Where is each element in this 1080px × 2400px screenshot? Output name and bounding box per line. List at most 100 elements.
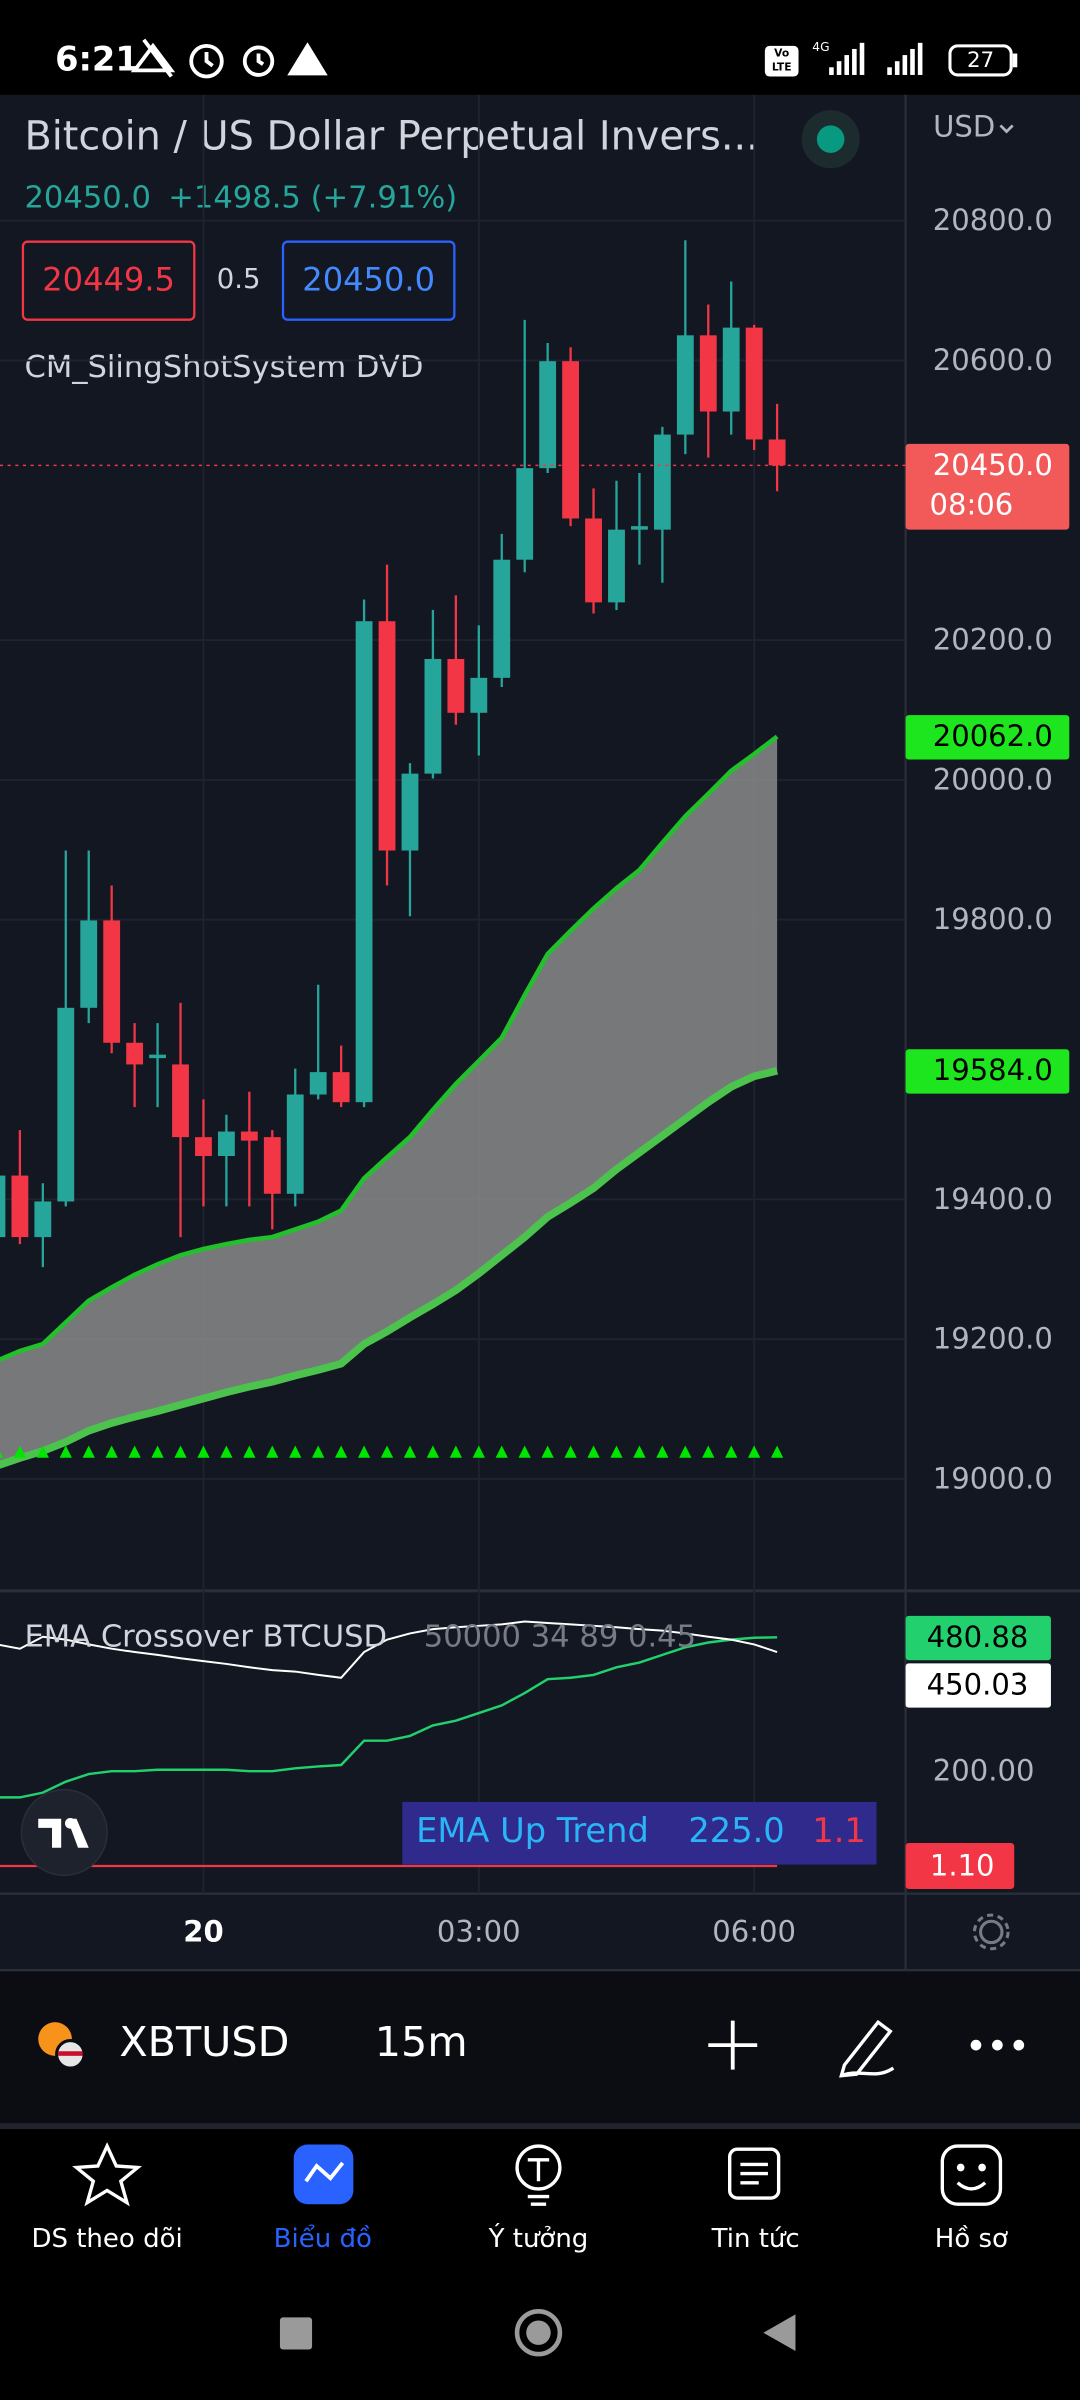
profile-eyes bbox=[956, 2163, 986, 2172]
settings-icon[interactable] bbox=[972, 1913, 1010, 1951]
toolbar-divider bbox=[0, 2123, 1080, 2130]
candle-body bbox=[11, 1175, 29, 1238]
indicator-line bbox=[0, 1620, 778, 1679]
y-tick-label: 20200.0 bbox=[933, 623, 1053, 657]
signal-arrow bbox=[564, 1445, 577, 1458]
pane-title: EMA Crossover BTCUSD bbox=[24, 1620, 387, 1655]
nav-label[interactable]: Hồ sơ bbox=[935, 2224, 1008, 2254]
bid-button[interactable] bbox=[21, 240, 196, 321]
logo-badge[interactable] bbox=[20, 1788, 108, 1877]
candle-body bbox=[126, 1042, 144, 1065]
candle-body bbox=[539, 361, 557, 469]
spread: 0.5 bbox=[217, 263, 261, 295]
signal-arrow bbox=[197, 1445, 210, 1458]
last-price-tag bbox=[905, 443, 1070, 530]
signal-arrow bbox=[36, 1445, 49, 1458]
signal-arrow bbox=[289, 1445, 302, 1458]
y-tick-label: 20000.0 bbox=[933, 762, 1053, 796]
nav-label-active[interactable]: Biểu đồ bbox=[274, 2223, 372, 2254]
signal-arrow bbox=[243, 1445, 256, 1458]
clock: 6:21 bbox=[55, 40, 139, 79]
signal-arrow bbox=[59, 1445, 72, 1458]
overlay: 20 03:00 06:00 19000.0 19200.0 19400.0 19800.0… bbox=[183, 203, 1070, 1948]
home-button[interactable] bbox=[514, 2308, 563, 2357]
more-button[interactable] bbox=[970, 2039, 1025, 2051]
series-tag bbox=[905, 715, 1070, 760]
signal-arrow bbox=[610, 1445, 623, 1458]
toolbar-interval[interactable]: 15m bbox=[375, 2018, 468, 2066]
network-type: 4G bbox=[812, 40, 829, 54]
candle-body bbox=[240, 1131, 258, 1141]
indicator-tag bbox=[905, 1615, 1051, 1661]
countdown: 08:06 bbox=[930, 488, 1014, 522]
signal-arrow bbox=[748, 1445, 761, 1458]
profile-smile bbox=[956, 2181, 987, 2191]
signal-arrow bbox=[541, 1445, 554, 1458]
watchlist-icon[interactable] bbox=[72, 2142, 143, 2207]
signal-arrow bbox=[656, 1445, 669, 1458]
toolbar-bg bbox=[0, 1970, 1080, 2124]
profile-icon[interactable] bbox=[940, 2144, 1003, 2206]
status-bar-bg bbox=[0, 0, 1080, 95]
nav-label[interactable]: Tin tức bbox=[711, 2224, 800, 2254]
currency-chevron bbox=[999, 124, 1014, 134]
draw-button[interactable] bbox=[839, 2019, 895, 2078]
signal-arrow bbox=[587, 1445, 600, 1458]
candle-body bbox=[34, 1201, 52, 1238]
signal-arrow bbox=[380, 1445, 394, 1458]
add-button[interactable] bbox=[708, 2020, 758, 2070]
signal-arrow bbox=[725, 1445, 738, 1458]
candle-body bbox=[676, 335, 694, 435]
candle-body bbox=[217, 1131, 235, 1157]
signal-arrow bbox=[82, 1445, 95, 1458]
x-tick-label: 06:00 bbox=[712, 1914, 796, 1948]
series-tag bbox=[905, 1049, 1070, 1094]
candle-body bbox=[722, 327, 740, 412]
indicator-name: CM_SlingShotSystem DVD bbox=[24, 350, 423, 385]
signal-arrow bbox=[449, 1445, 462, 1458]
y-tick-label: 20600.0 bbox=[933, 343, 1053, 377]
currency-selector[interactable]: USD bbox=[933, 109, 995, 143]
flag-stripe bbox=[58, 2051, 83, 2056]
level-tag bbox=[905, 1843, 1015, 1889]
band-line bbox=[0, 734, 779, 1363]
signal-arrow bbox=[174, 1445, 187, 1458]
back-button[interactable] bbox=[763, 2314, 796, 2352]
nav-label[interactable]: DS theo dõi bbox=[31, 2224, 182, 2254]
recents-button[interactable] bbox=[279, 2317, 313, 2350]
battery-tip bbox=[1012, 53, 1018, 68]
price-change: +1498.5 (+7.91%) bbox=[168, 180, 457, 215]
news-icon[interactable] bbox=[728, 2147, 781, 2200]
nav-label[interactable]: Ý tưởng bbox=[488, 2222, 589, 2254]
toolbar-symbol[interactable]: XBTUSD bbox=[119, 2018, 289, 2066]
volte-badge bbox=[764, 45, 799, 77]
bid-price: 20449.5 bbox=[42, 260, 175, 298]
candle-body bbox=[608, 529, 625, 603]
candle-body bbox=[493, 559, 511, 678]
symbol-title[interactable]: Bitcoin / US Dollar Perpetual Invers... bbox=[24, 114, 758, 160]
logo bbox=[38, 1818, 89, 1848]
logo-dot bbox=[65, 1817, 76, 1829]
candle-body bbox=[378, 621, 396, 851]
signal-arrow bbox=[151, 1445, 164, 1458]
indicator-tag-label: 480.88 bbox=[927, 1620, 1029, 1654]
candle-body bbox=[768, 439, 786, 466]
y-tick-label: 19200.0 bbox=[933, 1322, 1053, 1356]
candle-body bbox=[355, 621, 373, 1103]
y-tick-label: 20800.0 bbox=[933, 203, 1053, 237]
candle-body bbox=[653, 434, 671, 530]
candle-body bbox=[195, 1137, 212, 1157]
candle-body bbox=[57, 1007, 75, 1202]
signal-arrow bbox=[357, 1445, 371, 1458]
ask-button[interactable] bbox=[281, 240, 456, 321]
status-icons bbox=[130, 38, 328, 79]
candle-body bbox=[0, 1175, 6, 1238]
trend-value: 225.0 bbox=[688, 1811, 784, 1850]
candle-body bbox=[699, 335, 717, 412]
y-tick-label: 19000.0 bbox=[933, 1462, 1053, 1496]
candle-body bbox=[516, 468, 534, 560]
pane-params: 50000 34 89 0.45 bbox=[424, 1620, 696, 1655]
signal-arrow bbox=[0, 1451, 4, 1458]
ideas-icon[interactable] bbox=[515, 2144, 562, 2191]
